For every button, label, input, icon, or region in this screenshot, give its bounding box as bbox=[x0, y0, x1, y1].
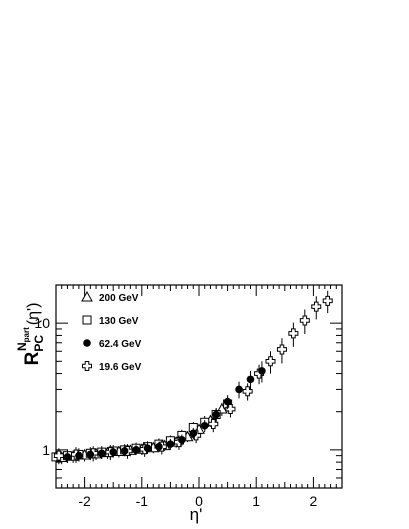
x-tick-label: 1 bbox=[252, 493, 260, 509]
data-point bbox=[63, 453, 72, 461]
data-point bbox=[189, 429, 198, 438]
data-point bbox=[299, 315, 310, 326]
legend-marker bbox=[82, 315, 92, 325]
data-point bbox=[235, 385, 243, 394]
data-point bbox=[75, 451, 83, 460]
legend-label: 130 GeV bbox=[99, 316, 139, 327]
y-tick-label: 10 bbox=[34, 315, 50, 331]
data-point bbox=[242, 386, 253, 397]
data-point bbox=[225, 404, 236, 415]
x-tick-label: -1 bbox=[136, 493, 149, 509]
legend: 200 GeV 130 GeV 62.4 GeV 19.6 GeV bbox=[81, 290, 142, 373]
data-point bbox=[53, 450, 64, 461]
legend-marker bbox=[83, 339, 91, 347]
data-point bbox=[109, 448, 117, 456]
data-point bbox=[212, 410, 220, 419]
data-points bbox=[51, 290, 333, 465]
data-point bbox=[288, 328, 299, 339]
data-point bbox=[86, 450, 95, 459]
y-axis-title-superscript: N bbox=[15, 342, 29, 351]
data-point bbox=[322, 295, 333, 306]
data-point bbox=[276, 344, 287, 355]
data-point bbox=[97, 449, 106, 458]
y-axis-title-superscript-sub: part bbox=[22, 327, 31, 342]
axis-ticks bbox=[55, 284, 343, 489]
data-point bbox=[311, 301, 322, 312]
series-62-4-gev bbox=[63, 361, 266, 463]
legend-label: 200 GeV bbox=[99, 293, 139, 304]
legend-marker bbox=[81, 290, 93, 302]
legend-label: 62.4 GeV bbox=[99, 339, 142, 350]
data-point bbox=[265, 356, 276, 367]
data-point bbox=[258, 367, 266, 375]
data-point bbox=[120, 447, 129, 455]
y-axis-title-main: R bbox=[22, 351, 43, 365]
x-tick-label: 2 bbox=[310, 493, 318, 509]
y-axis-title-argument: (η') bbox=[25, 303, 42, 326]
y-axis-title: RPCNpart(η') bbox=[15, 303, 46, 366]
x-tick-label: 0 bbox=[195, 493, 203, 509]
data-point bbox=[200, 421, 209, 430]
data-point bbox=[223, 397, 232, 406]
y-tick-label: 1 bbox=[42, 442, 50, 458]
x-axis-title: η' bbox=[190, 505, 203, 524]
data-point bbox=[178, 436, 186, 444]
svg-text:RPCNpart(η'): RPCNpart(η') bbox=[15, 303, 46, 366]
data-point bbox=[143, 444, 152, 453]
legend-marker bbox=[82, 361, 92, 371]
data-point bbox=[132, 446, 140, 454]
data-point bbox=[208, 418, 219, 429]
x-tick-label: -2 bbox=[78, 493, 91, 509]
y-axis-title-subscript: PC bbox=[32, 335, 46, 352]
legend-label: 19.6 GeV bbox=[99, 362, 142, 373]
data-point bbox=[166, 440, 175, 448]
data-point bbox=[155, 442, 163, 451]
data-point bbox=[246, 375, 255, 384]
axis-tick-labels: -2 -1 0 1 2 1 10 bbox=[34, 315, 317, 509]
